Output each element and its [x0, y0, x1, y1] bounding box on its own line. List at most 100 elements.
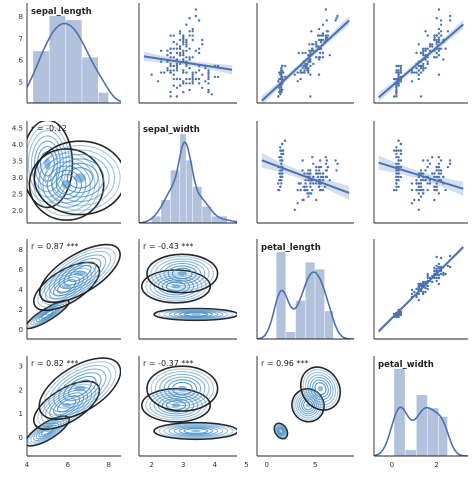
scatter-points [277, 139, 339, 211]
panel-r2-c1: r = -0.43 *** [138, 239, 237, 340]
scatter-point [178, 38, 182, 42]
scatter-point [437, 8, 441, 11]
scatter-point [326, 34, 329, 37]
scatter-point [317, 73, 321, 76]
scatter-point [424, 67, 427, 70]
scatter-point [279, 179, 282, 182]
scatter-point [397, 73, 400, 76]
scatter-point [166, 60, 169, 63]
scatter-point [448, 254, 452, 258]
kde-contour [33, 140, 121, 216]
scatter-point [315, 45, 318, 48]
scatter-point [278, 172, 281, 175]
scatter-point [182, 69, 185, 72]
scatter-points [150, 8, 220, 98]
scatter-point [280, 182, 283, 185]
y-tick-label: 0 [19, 434, 23, 442]
scatter-point [185, 23, 188, 26]
regression-line [261, 159, 350, 194]
panel-body [27, 15, 121, 103]
scatter-point [304, 51, 307, 55]
scatter-point [442, 175, 445, 179]
scatter-point [321, 23, 325, 26]
scatter-point [302, 198, 305, 202]
kde-contour [278, 428, 284, 434]
scatter-point [397, 139, 400, 142]
scatter-point [299, 182, 302, 185]
scatter-point [318, 172, 322, 175]
scatter-point [410, 188, 414, 192]
scatter-point [178, 32, 182, 35]
scatter-point [321, 56, 325, 59]
kde-contour [33, 152, 100, 217]
kde-contour [32, 380, 101, 431]
scatter-point [426, 34, 429, 37]
scatter-point [280, 156, 283, 159]
kde-contour [153, 307, 237, 322]
scatter-point [317, 185, 321, 188]
kde-contour [173, 426, 219, 436]
panel-body [378, 139, 464, 211]
kde-contour [48, 364, 112, 413]
scatter-point [397, 156, 400, 159]
scatter-point [422, 54, 425, 57]
kde-core [177, 271, 187, 276]
scatter-point [316, 175, 320, 179]
panel-r2-c3 [373, 239, 468, 340]
kde-contour [302, 369, 339, 409]
scatter-point [315, 40, 318, 44]
scatter-point [446, 264, 450, 268]
x-tick-label: 5 [313, 461, 317, 469]
y-tick-label: 3.0 [12, 174, 23, 182]
y-tick-label: 4.5 [12, 125, 23, 133]
scatter-point [325, 159, 328, 162]
scatter-point [280, 90, 283, 94]
scatter-point [419, 284, 423, 288]
scatter-point [169, 56, 172, 59]
x-tick-label: 0 [390, 461, 394, 469]
scatter-point [395, 152, 398, 156]
scatter-point [446, 165, 450, 169]
scatter-point [283, 64, 287, 68]
diag-label-sepal_width: sepal_width [143, 125, 200, 135]
scatter-point [419, 185, 423, 188]
scatter-point [182, 90, 185, 94]
scatter-point [207, 73, 210, 76]
scatter-point [281, 159, 284, 162]
scatter-point [417, 192, 420, 195]
scatter-point [395, 149, 398, 152]
kde-core [190, 429, 202, 433]
scatter-point [417, 77, 420, 81]
scatter-point [395, 179, 398, 182]
scatter-point [282, 149, 285, 152]
scatter-point [422, 188, 425, 192]
scatter-point [293, 73, 296, 76]
scatter-point [191, 34, 194, 37]
scatter-point [304, 67, 307, 70]
scatter-point [437, 262, 441, 266]
scatter-point [213, 75, 217, 79]
scatter-point [207, 77, 210, 81]
panel-body [261, 139, 350, 211]
scatter-point [315, 182, 318, 185]
kde-contour [43, 247, 116, 300]
scatter-point [397, 159, 400, 162]
scatter-point [185, 82, 188, 85]
y-tick-label: 3.5 [12, 157, 23, 165]
scatter-point [166, 69, 169, 72]
panel-body [141, 253, 237, 322]
scatter-point [410, 182, 414, 185]
scatter-point [166, 67, 169, 70]
scatter-point [437, 32, 441, 35]
kde-core [44, 313, 51, 316]
scatter-point [188, 30, 191, 33]
scatter-point [428, 45, 432, 48]
scatter-point [318, 159, 322, 162]
scatter-point [397, 175, 400, 179]
kde-contour [55, 174, 78, 195]
scatter-point [422, 179, 425, 182]
scatter-point [283, 139, 287, 142]
scatter-point [315, 43, 318, 46]
scatter-point [278, 90, 281, 94]
kde-contour [158, 423, 234, 439]
